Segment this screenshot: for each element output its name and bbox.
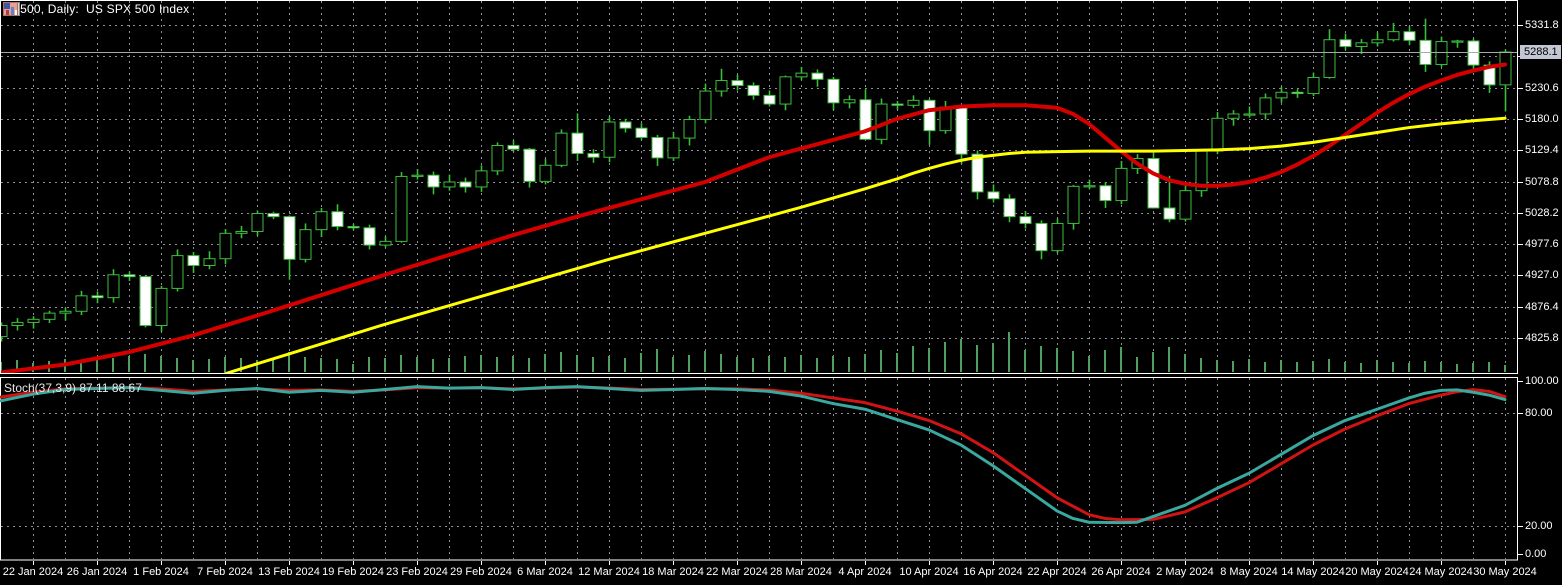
indicator-panel-frame bbox=[0, 377, 1518, 561]
time-tick-label: 24 May 2024 bbox=[1409, 566, 1473, 578]
time-tick-label: 18 Mar 2024 bbox=[642, 566, 704, 578]
time-tick bbox=[1441, 561, 1442, 565]
stoch-tick-label: 0.00 bbox=[1525, 548, 1547, 560]
time-tick bbox=[289, 561, 290, 565]
time-tick-label: 19 Feb 2024 bbox=[322, 566, 384, 578]
time-tick bbox=[1057, 561, 1058, 565]
time-axis[interactable]: 22 Jan 2024 26 Jan 2024 1 Feb 2024 7 Feb 20… bbox=[0, 561, 1562, 585]
stoch-tick-label: 100.00 bbox=[1525, 375, 1559, 387]
ma-fast-red bbox=[0, 62, 1507, 374]
time-tick bbox=[33, 561, 34, 565]
time-tick-label: 1 Feb 2024 bbox=[133, 566, 189, 578]
time-tick-label: 16 Apr 2024 bbox=[963, 566, 1023, 578]
chart-title: US500, Daily: US SPX 500 Index bbox=[3, 2, 190, 16]
time-tick-label: 26 Jan 2024 bbox=[66, 566, 128, 578]
time-tick bbox=[1313, 561, 1314, 565]
price-tick-tick bbox=[1518, 88, 1523, 89]
stoch-tick-tick bbox=[1518, 526, 1523, 527]
price-tick-tick bbox=[1518, 338, 1523, 339]
time-tick-label: 12 Mar 2024 bbox=[578, 566, 640, 578]
time-tick bbox=[1505, 561, 1506, 565]
price-tick-label: 5180.0 bbox=[1525, 113, 1559, 125]
stoch-tick-tick bbox=[1518, 554, 1523, 555]
price-tick-tick bbox=[1518, 244, 1523, 245]
time-tick bbox=[225, 561, 226, 565]
time-tick bbox=[1185, 561, 1186, 565]
time-tick-label: 30 May 2024 bbox=[1473, 566, 1537, 578]
price-axis[interactable]: 5331.85281.25230.65180.05129.45078.85028… bbox=[1518, 0, 1562, 585]
time-tick bbox=[993, 561, 994, 565]
time-tick bbox=[417, 561, 418, 565]
price-tick-label: 4977.6 bbox=[1525, 238, 1559, 250]
time-tick bbox=[481, 561, 482, 565]
price-tick-label: 5028.2 bbox=[1525, 207, 1559, 219]
time-tick-label: 22 Apr 2024 bbox=[1027, 566, 1087, 578]
grid-layer bbox=[1, 1, 1516, 372]
time-tick-label: 23 Feb 2024 bbox=[386, 566, 448, 578]
time-tick-label: 6 Mar 2024 bbox=[517, 566, 573, 578]
price-tick-tick bbox=[1518, 150, 1523, 151]
time-tick bbox=[673, 561, 674, 565]
price-tick-tick bbox=[1518, 275, 1523, 276]
price-tick-label: 5230.6 bbox=[1525, 82, 1559, 94]
time-tick bbox=[161, 561, 162, 565]
time-tick bbox=[737, 561, 738, 565]
stoch-tick-tick bbox=[1518, 413, 1523, 414]
main-chart-canvas[interactable] bbox=[0, 0, 1518, 374]
time-tick-label: 4 Apr 2024 bbox=[838, 566, 892, 578]
price-tick-label: 4876.4 bbox=[1525, 301, 1559, 313]
time-tick-label: 10 Apr 2024 bbox=[899, 566, 959, 578]
time-tick bbox=[609, 561, 610, 565]
price-tick-label: 5129.4 bbox=[1525, 144, 1559, 156]
time-tick bbox=[1377, 561, 1378, 565]
ma-slow-yellow bbox=[223, 116, 1507, 374]
time-tick bbox=[929, 561, 930, 565]
stoch-tick-label: 80.00 bbox=[1525, 407, 1553, 419]
stoch-tick-tick bbox=[1518, 381, 1523, 382]
time-tick bbox=[801, 561, 802, 565]
time-tick-label: 22 Jan 2024 bbox=[2, 566, 64, 578]
time-tick bbox=[97, 561, 98, 565]
price-tick-label: 4927.0 bbox=[1525, 269, 1559, 281]
time-tick bbox=[545, 561, 546, 565]
price-tick-label: 4825.8 bbox=[1525, 332, 1559, 344]
price-tick-label: 5078.8 bbox=[1525, 176, 1559, 188]
stoch-main-line bbox=[0, 385, 1507, 525]
time-tick bbox=[353, 561, 354, 565]
time-tick-label: 20 May 2024 bbox=[1345, 566, 1409, 578]
price-tick-tick bbox=[1518, 119, 1523, 120]
time-tick-label: 2 May 2024 bbox=[1156, 566, 1214, 578]
stochastic-canvas[interactable] bbox=[0, 377, 1518, 561]
candles-layer bbox=[0, 18, 1512, 342]
price-tick-label: 5331.8 bbox=[1525, 19, 1559, 31]
stoch-tick-label: 20.00 bbox=[1525, 520, 1553, 532]
time-tick-label: 14 May 2024 bbox=[1281, 566, 1345, 578]
time-tick-label: 8 May 2024 bbox=[1220, 566, 1278, 578]
time-tick bbox=[1121, 561, 1122, 565]
time-tick bbox=[1249, 561, 1250, 565]
time-tick-label: 13 Feb 2024 bbox=[258, 566, 320, 578]
chart-title-bar: US500, Daily: US SPX 500 Index bbox=[3, 2, 189, 16]
price-tick-tick bbox=[1518, 307, 1523, 308]
indicator-label: Stoch(37,3,9) 87.11 88.67 bbox=[4, 381, 142, 395]
stoch-signal-line bbox=[0, 385, 1507, 522]
current-price-badge: 5288.1 bbox=[1520, 45, 1561, 59]
time-tick-label: 7 Feb 2024 bbox=[197, 566, 253, 578]
main-panel-frame bbox=[0, 0, 1518, 374]
time-tick bbox=[865, 561, 866, 565]
grid-layer bbox=[1, 378, 1516, 559]
time-tick-label: 28 Mar 2024 bbox=[770, 566, 832, 578]
price-tick-tick bbox=[1518, 213, 1523, 214]
price-tick-tick bbox=[1518, 182, 1523, 183]
price-tick-tick bbox=[1518, 25, 1523, 26]
time-tick-label: 22 Mar 2024 bbox=[706, 566, 768, 578]
time-tick-label: 29 Feb 2024 bbox=[450, 566, 512, 578]
chart-icon bbox=[3, 2, 18, 16]
time-tick-label: 26 Apr 2024 bbox=[1091, 566, 1151, 578]
